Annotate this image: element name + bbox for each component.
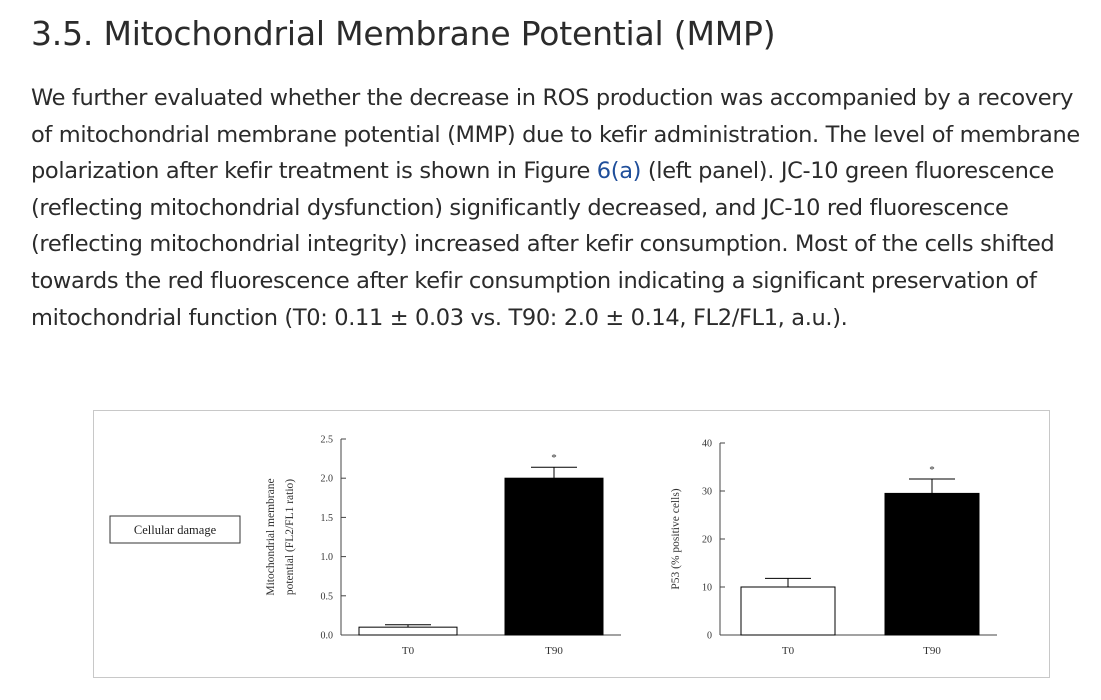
mmp-y-axis-label: Mitochondrial membrane bbox=[265, 478, 277, 595]
mmp-y-tick-label: 0.0 bbox=[321, 631, 334, 642]
mmp-y-tick-label: 2.5 bbox=[321, 435, 334, 446]
mmp-y-tick-label: 2.0 bbox=[321, 474, 334, 485]
mmp-x-tick-label: T90 bbox=[545, 645, 563, 657]
p53-y-tick-label: 10 bbox=[702, 583, 712, 594]
mmp-bar-t90 bbox=[504, 477, 604, 636]
mmp-y-tick-label: 0.5 bbox=[321, 591, 334, 602]
p53-x-tick-label: T0 bbox=[782, 645, 795, 657]
figure-canvas: Cellular damage 0.0 0.5 1.0 1.5 2.0 2.5 Mitoch… bbox=[109, 435, 997, 657]
mmp-y-tick-label: 1.5 bbox=[321, 513, 334, 524]
p53-y-tick-label: 0 bbox=[707, 631, 712, 642]
section-paragraph: We further evaluated whether the decreas… bbox=[31, 80, 1091, 336]
p53-y-tick-label: 40 bbox=[702, 439, 712, 450]
mmp-x-tick-label: T0 bbox=[402, 645, 415, 657]
p53-bar-t90 bbox=[884, 492, 980, 636]
mmp-significance-marker: * bbox=[551, 452, 557, 464]
p53-x-tick-label: T90 bbox=[923, 645, 941, 657]
figure-6a: Cellular damage 0.0 0.5 1.0 1.5 2.0 2.5 Mitoch… bbox=[93, 410, 1050, 678]
p53-y-tick-label: 30 bbox=[702, 487, 712, 498]
paragraph-text-before-link: We further evaluated whether the decreas… bbox=[31, 85, 1080, 185]
mmp-y-tick-label: 1.0 bbox=[321, 552, 334, 563]
mmp-y-axis-label: potential (FL2/FL1 ratio) bbox=[284, 479, 296, 595]
p53-significance-marker: * bbox=[929, 464, 935, 476]
figure-6a-link[interactable]: 6(a) bbox=[596, 158, 642, 185]
p53-y-axis-label: P53 (% positive cells) bbox=[670, 488, 682, 589]
cellular-damage-label: Cellular damage bbox=[134, 523, 217, 537]
mmp-bar-t0 bbox=[358, 626, 458, 636]
section-heading: 3.5. Mitochondrial Membrane Potential (M… bbox=[31, 14, 776, 53]
p53-y-tick-label: 20 bbox=[702, 535, 712, 546]
cellular-damage-box bbox=[109, 515, 241, 544]
p53-bar-t0 bbox=[740, 586, 836, 636]
paragraph-text-after-link: (left panel). JC-10 green fluorescence (… bbox=[31, 158, 1055, 331]
